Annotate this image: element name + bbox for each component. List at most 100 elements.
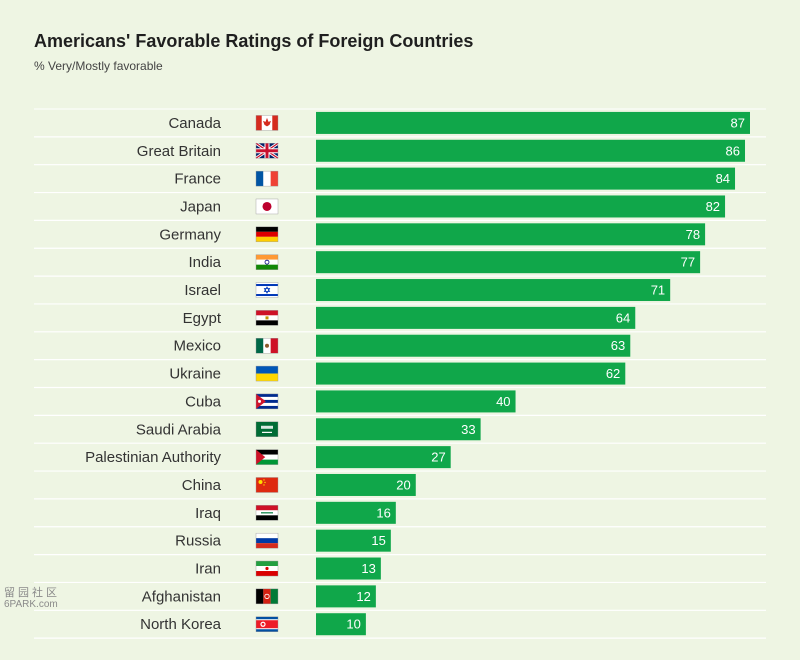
category-label: Great Britain	[137, 143, 221, 160]
bar-row: Cuba 40	[34, 390, 766, 416]
bar-row: India 77	[34, 251, 766, 277]
bar	[316, 279, 671, 302]
bar-row: Great Britain 86	[34, 139, 766, 166]
category-label: Afghanistan	[142, 588, 221, 605]
value-label: 20	[396, 477, 410, 492]
flag-france-icon	[255, 170, 279, 187]
bar	[316, 473, 416, 496]
bar	[316, 223, 706, 246]
category-label: Israel	[184, 282, 221, 299]
value-label: 40	[496, 394, 510, 409]
bar-row: Mexico 63	[34, 334, 766, 361]
bar-row: Israel 71	[34, 279, 766, 305]
value-label: 12	[356, 589, 370, 604]
value-label: 62	[606, 366, 620, 381]
flag-saudi-arabia-icon	[255, 421, 279, 437]
value-label: 16	[376, 505, 390, 520]
value-label: 13	[361, 561, 375, 576]
bar	[316, 334, 631, 357]
chart-title: Americans' Favorable Ratings of Foreign …	[34, 31, 474, 51]
value-label: 10	[346, 617, 360, 632]
category-label: India	[188, 254, 221, 271]
bar-row: Canada 87	[34, 111, 766, 138]
chart-subtitle: % Very/Mostly favorable	[34, 59, 163, 73]
watermark: 留园社区 6PARK.com	[4, 587, 60, 611]
value-label: 86	[726, 143, 740, 158]
bar	[316, 362, 626, 385]
watermark-text: 6PARK.com	[4, 599, 58, 610]
bar-row: Egypt 64	[34, 306, 766, 333]
bar	[316, 529, 391, 552]
bar	[316, 111, 750, 134]
flag-germany-icon	[255, 226, 279, 243]
category-label: Cuba	[185, 393, 222, 410]
bar-row: Iraq 16	[34, 501, 766, 528]
category-label: Germany	[159, 226, 221, 243]
value-label: 64	[616, 310, 630, 325]
bar-row: Saudi Arabia 33	[34, 418, 766, 444]
bar-row: Ukraine 62	[34, 362, 766, 389]
flag-china-icon	[255, 477, 279, 493]
bar	[316, 167, 736, 190]
flag-palestinian-authority-icon	[255, 449, 279, 465]
category-label: Ukraine	[169, 366, 221, 383]
bar	[316, 251, 701, 274]
watermark-glyphs: 留园社区	[4, 587, 60, 599]
value-label: 27	[431, 450, 445, 465]
value-label: 63	[611, 338, 625, 353]
bar	[316, 446, 451, 469]
flag-afghanistan-icon	[255, 588, 279, 605]
category-label: Japan	[180, 198, 221, 215]
value-label: 84	[716, 171, 730, 186]
flag-mexico-icon	[255, 338, 279, 354]
value-label: 87	[731, 115, 745, 130]
category-label: China	[182, 477, 222, 494]
bar-row: North Korea 10	[34, 613, 766, 639]
bar	[316, 390, 516, 413]
flag-russia-icon	[255, 532, 279, 549]
category-label: Mexico	[173, 338, 221, 355]
bar	[316, 585, 376, 608]
value-label: 71	[651, 283, 665, 298]
category-label: Canada	[168, 115, 221, 132]
value-label: 15	[371, 533, 385, 548]
flag-iraq-icon	[255, 505, 279, 521]
bar-row: Russia 15	[34, 529, 766, 556]
flag-japan-icon	[255, 198, 279, 215]
value-label: 77	[681, 255, 695, 270]
flag-north-korea-icon	[255, 616, 279, 632]
bar	[316, 613, 366, 636]
bar-row: France 84	[34, 167, 766, 194]
category-label: Egypt	[183, 310, 222, 327]
category-label: Palestinian Authority	[85, 449, 221, 466]
category-label: North Korea	[140, 616, 222, 633]
category-label: Saudi Arabia	[136, 421, 222, 438]
flag-great-britain-icon	[255, 142, 279, 160]
category-label: Iraq	[195, 505, 221, 522]
flag-india-icon	[255, 254, 279, 270]
value-label: 33	[461, 422, 475, 437]
category-label: France	[174, 171, 221, 188]
bar	[316, 306, 636, 329]
bar	[316, 418, 481, 441]
bar-row: Palestinian Authority 27	[34, 446, 766, 472]
bar	[316, 557, 381, 580]
category-label: Russia	[175, 533, 222, 550]
flag-canada-icon	[255, 115, 279, 131]
flag-ukraine-icon	[255, 365, 279, 382]
bar-row: Germany 78	[34, 223, 766, 249]
bar-row: Japan 82	[34, 195, 766, 221]
value-label: 78	[686, 227, 700, 242]
flag-cuba-icon	[255, 393, 279, 410]
bar	[316, 195, 726, 218]
bar-row: Iran 13	[34, 557, 766, 584]
flag-egypt-icon	[255, 310, 279, 326]
flag-israel-icon	[255, 282, 279, 298]
value-label: 82	[706, 199, 720, 214]
bar	[316, 501, 396, 524]
bar	[316, 139, 746, 162]
bar-row: Afghanistan 12	[34, 585, 766, 611]
category-label: Iran	[195, 561, 221, 578]
flag-iran-icon	[255, 560, 279, 577]
